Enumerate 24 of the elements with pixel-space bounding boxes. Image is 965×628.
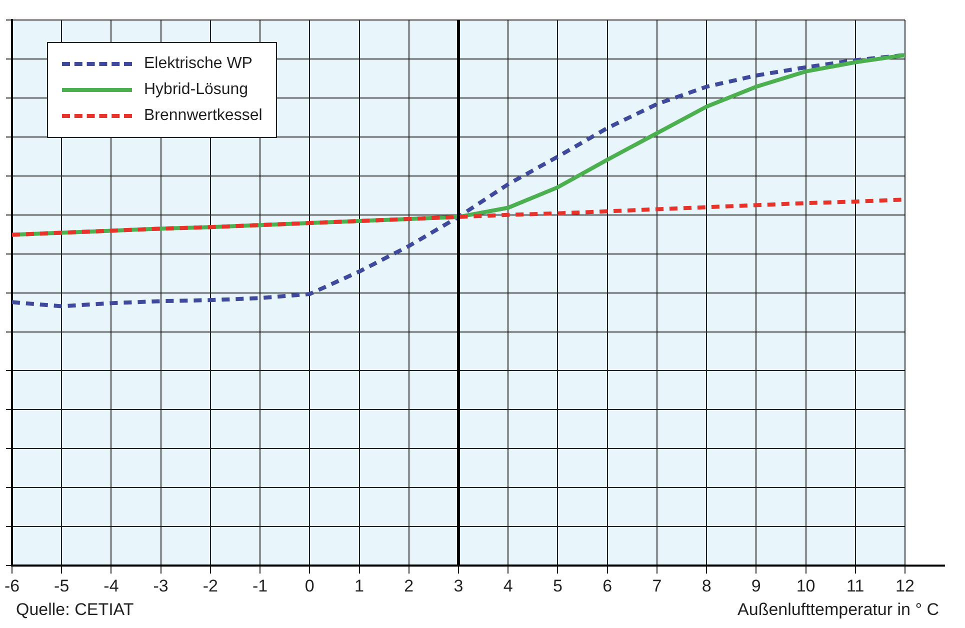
x-tick-label: 12 — [896, 576, 914, 596]
x-tick-label: 11 — [846, 576, 864, 596]
x-tick-label: -2 — [202, 576, 218, 596]
x-tick-label: 4 — [503, 576, 513, 596]
x-tick-label: -3 — [153, 576, 168, 596]
x-tick-label: 2 — [404, 576, 414, 596]
x-tick-label: 1 — [354, 576, 364, 596]
x-tick-label: -5 — [54, 576, 70, 596]
legend-label: Hybrid-Lösung — [144, 81, 248, 99]
x-tick-label: 0 — [304, 576, 314, 596]
x-tick-label: -1 — [252, 576, 268, 596]
x-axis-title: Außenlufttemperatur in ° C — [738, 600, 939, 620]
x-tick-label: -4 — [104, 576, 119, 596]
x-tick-label: 9 — [751, 576, 761, 596]
legend-label: Elektrische WP — [144, 55, 252, 73]
x-tick-label: -6 — [4, 576, 20, 596]
x-tick-label: 10 — [796, 576, 816, 596]
x-tick-label: 6 — [602, 576, 612, 596]
legend-label: Brennwertkessel — [144, 107, 262, 125]
x-tick-label: 8 — [702, 576, 712, 596]
x-tick-label: 5 — [552, 576, 562, 596]
x-tick-label: 3 — [454, 576, 464, 596]
x-tick-label: 7 — [652, 576, 662, 596]
source-note: Quelle: CETIAT — [16, 600, 134, 620]
